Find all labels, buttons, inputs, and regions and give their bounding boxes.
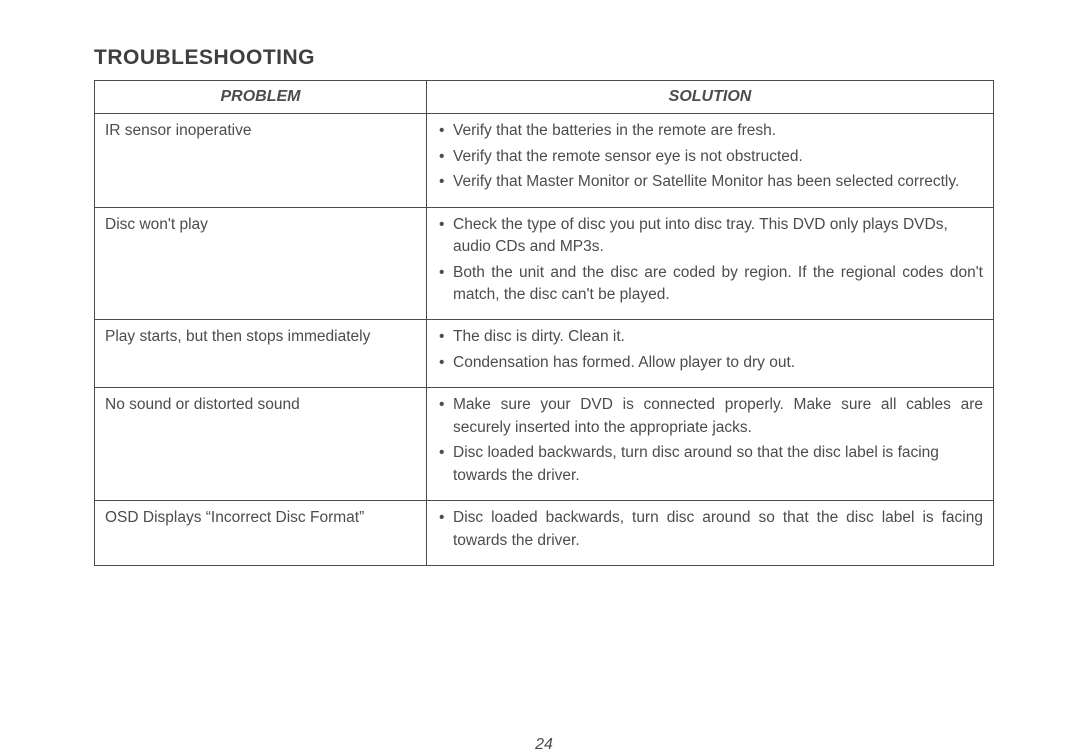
column-header-solution: SOLUTION — [427, 81, 994, 114]
solution-list: The disc is dirty. Clean it. Condensation… — [437, 326, 983, 374]
solution-item: Verify that Master Monitor or Satellite … — [451, 171, 983, 193]
solution-item: Both the unit and the disc are coded by … — [451, 262, 983, 307]
troubleshooting-table: PROBLEM SOLUTION IR sensor inoperative Ve… — [94, 80, 994, 566]
solution-cell: Disc loaded backwards, turn disc around … — [427, 501, 994, 566]
problem-cell: Disc won't play — [95, 207, 427, 320]
solution-list: Disc loaded backwards, turn disc around … — [437, 507, 983, 552]
solution-cell: The disc is dirty. Clean it. Condensation… — [427, 320, 994, 388]
document-page: TROUBLESHOOTING PROBLEM SOLUTION IR sens… — [0, 0, 1080, 754]
solution-item: Verify that the remote sensor eye is not… — [451, 146, 983, 168]
solution-cell: Check the type of disc you put into disc… — [427, 207, 994, 320]
table-header-row: PROBLEM SOLUTION — [95, 81, 994, 114]
solution-list: Check the type of disc you put into disc… — [437, 214, 983, 307]
solution-list: Make sure your DVD is connected properly… — [437, 394, 983, 487]
solution-item: Check the type of disc you put into disc… — [451, 214, 983, 259]
solution-item: The disc is dirty. Clean it. — [451, 326, 983, 348]
solution-item: Disc loaded backwards, turn disc around … — [451, 442, 983, 487]
solution-item: Disc loaded backwards, turn disc around … — [451, 507, 983, 552]
solution-item: Verify that the batteries in the remote … — [451, 120, 983, 142]
problem-cell: Play starts, but then stops immediately — [95, 320, 427, 388]
problem-cell: No sound or distorted sound — [95, 388, 427, 501]
solution-item: Condensation has formed. Allow player to… — [451, 352, 983, 374]
table-row: OSD Displays “Incorrect Disc Format” Disc… — [95, 501, 994, 566]
page-title: TROUBLESHOOTING — [94, 46, 994, 70]
problem-cell: OSD Displays “Incorrect Disc Format” — [95, 501, 427, 566]
solution-list: Verify that the batteries in the remote … — [437, 120, 983, 193]
column-header-problem: PROBLEM — [95, 81, 427, 114]
page-number: 24 — [94, 736, 994, 754]
table-row: No sound or distorted sound Make sure you… — [95, 388, 994, 501]
problem-cell: IR sensor inoperative — [95, 114, 427, 207]
solution-cell: Verify that the batteries in the remote … — [427, 114, 994, 207]
solution-cell: Make sure your DVD is connected properly… — [427, 388, 994, 501]
table-row: Play starts, but then stops immediatelyT… — [95, 320, 994, 388]
solution-item: Make sure your DVD is connected properly… — [451, 394, 983, 439]
table-row: Disc won't play Check the type of disc yo… — [95, 207, 994, 320]
table-row: IR sensor inoperative Verify that the bat… — [95, 114, 994, 207]
